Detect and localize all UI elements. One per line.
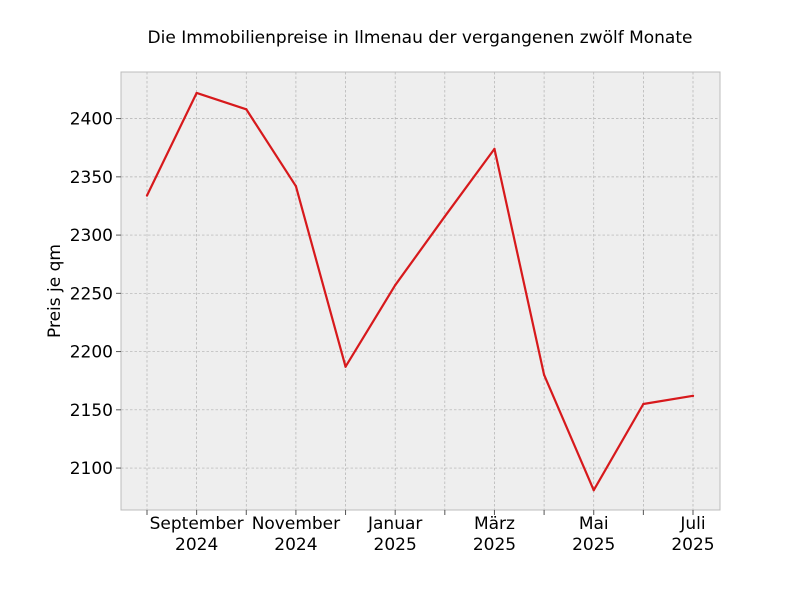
x-tick-label: 2025 xyxy=(374,535,417,555)
x-tick-label: November xyxy=(252,514,340,534)
data-point xyxy=(443,215,446,218)
y-tick-label: 2200 xyxy=(70,343,113,363)
data-point xyxy=(344,365,347,368)
x-tick-label: Mai xyxy=(579,514,609,534)
x-tick-label: 2024 xyxy=(274,535,317,555)
data-point xyxy=(195,91,198,95)
y-axis-label: Preis je qm xyxy=(45,244,65,338)
data-point xyxy=(394,284,397,287)
x-tick-label: 2024 xyxy=(175,535,218,555)
y-tick-label: 2150 xyxy=(70,401,113,421)
data-point xyxy=(145,194,149,197)
chart-title: Die Immobilienpreise in Ilmenau der verg… xyxy=(148,28,693,48)
y-tick-label: 2400 xyxy=(70,110,113,130)
plot-frame xyxy=(120,71,721,511)
series-line xyxy=(145,91,695,492)
grid-lines xyxy=(121,72,720,510)
x-tick-label: Januar xyxy=(367,514,422,534)
x-tick-label: März xyxy=(474,514,515,534)
plot-area xyxy=(121,72,720,510)
y-tick-label: 2250 xyxy=(70,284,113,304)
data-point xyxy=(245,108,248,111)
x-tick-label: 2025 xyxy=(572,535,615,555)
x-tick-label: 2025 xyxy=(671,535,714,555)
x-tick-label: September xyxy=(150,514,244,534)
x-tick-label: 2025 xyxy=(473,535,516,555)
data-point xyxy=(542,373,546,376)
data-point xyxy=(691,394,695,397)
data-point xyxy=(493,147,496,150)
data-point xyxy=(592,489,595,492)
axis-ticks: 2100215022002250230023502400September202… xyxy=(70,110,715,555)
y-tick-label: 2300 xyxy=(70,226,113,246)
data-point xyxy=(642,402,645,406)
series-layer xyxy=(145,91,695,492)
x-tick-label: Juli xyxy=(679,514,705,534)
y-tick-label: 2350 xyxy=(70,168,113,188)
data-point xyxy=(294,185,298,188)
y-tick-label: 2100 xyxy=(70,459,113,479)
